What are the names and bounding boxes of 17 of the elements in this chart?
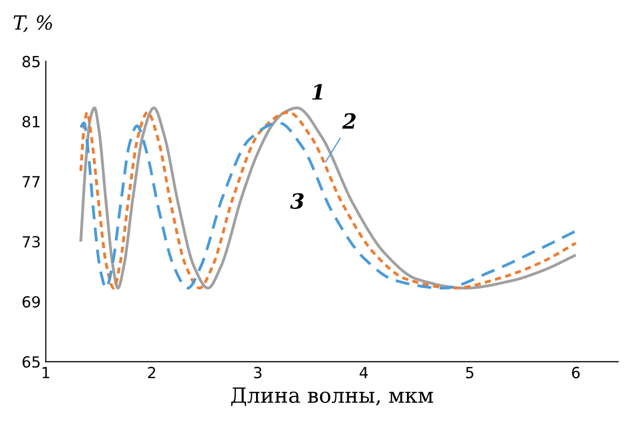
annotation: 2: [342, 113, 356, 129]
annotation: 1: [312, 84, 322, 100]
y-tick-label: 77: [22, 176, 40, 188]
x-tick-label: 6: [572, 366, 580, 378]
x-axis-title: Длина волны, мкм: [231, 388, 434, 406]
y-tick-label: 65: [22, 356, 40, 368]
y-tick-label: 81: [22, 116, 40, 128]
x-tick-label: 5: [466, 366, 474, 378]
annotation: 3: [290, 193, 304, 209]
x-tick-label: 4: [360, 366, 368, 378]
y-tick-label: 85: [22, 56, 40, 68]
y-axis-title: T, %: [14, 15, 52, 32]
y-tick-label: 69: [22, 296, 40, 308]
x-tick-label: 3: [254, 366, 262, 378]
y-tick-label: 73: [22, 236, 40, 248]
x-tick-label: 1: [42, 366, 50, 378]
x-tick-label: 2: [148, 366, 156, 378]
